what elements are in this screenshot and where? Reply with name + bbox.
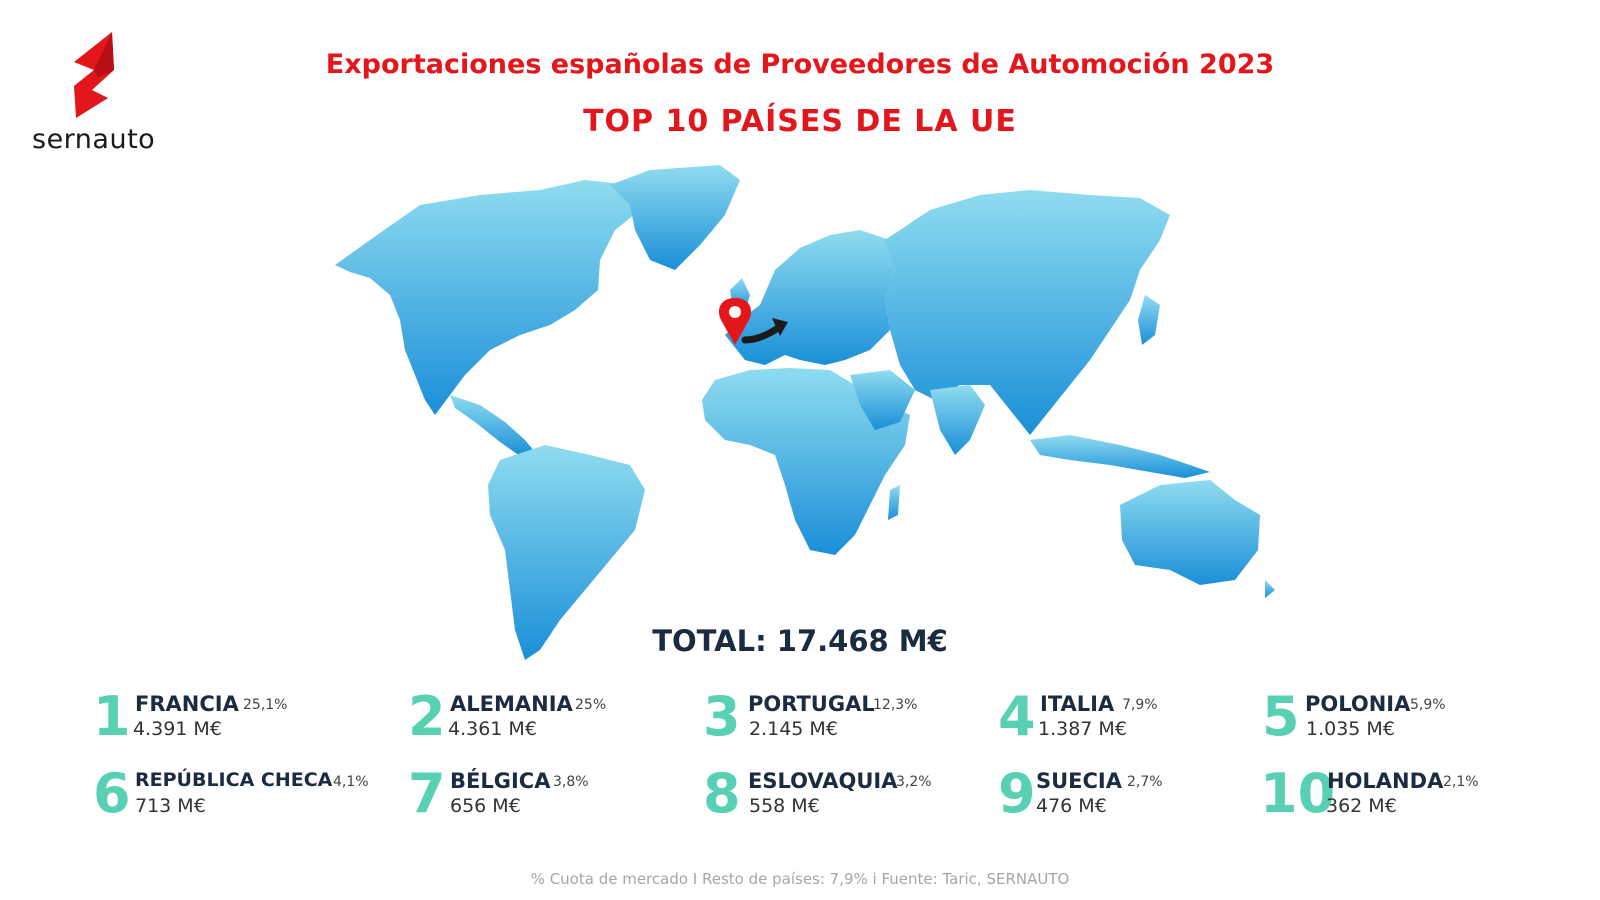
rank-number: 5: [1262, 685, 1300, 748]
location-pin-icon: [718, 298, 752, 345]
rank-number: 3: [703, 685, 741, 748]
rank-number: 2: [408, 685, 446, 748]
country-name: BÉLGICA: [450, 769, 551, 793]
country-name: ESLOVAQUIA: [748, 769, 898, 793]
export-value: 4.391 M€: [133, 718, 222, 740]
page-subtitle: TOP 10 PAÍSES DE LA UE: [583, 104, 1017, 139]
market-share: 3,8%: [553, 774, 589, 790]
continent-south-america: [488, 445, 645, 660]
continent-central-america: [450, 395, 535, 456]
page-title: Exportaciones españolas de Proveedores d…: [325, 49, 1275, 80]
continent-madagascar: [888, 485, 900, 520]
market-share: 12,3%: [873, 697, 918, 713]
world-map: [335, 165, 1275, 660]
rank-number: 8: [703, 762, 741, 825]
rank-number: 6: [93, 762, 131, 825]
export-value: 1.035 M€: [1306, 718, 1395, 740]
continent-india: [930, 385, 985, 455]
export-value: 2.145 M€: [749, 718, 838, 740]
country-name: REPÚBLICA CHECA: [135, 769, 333, 791]
curved-arrow-icon: [741, 318, 788, 344]
continent-asia: [885, 190, 1170, 435]
rank-number: 4: [998, 685, 1036, 748]
continent-arabia: [850, 370, 915, 430]
continent-greenland: [610, 165, 740, 270]
rank-number: 1: [93, 685, 131, 748]
continent-europe: [725, 230, 895, 365]
continent-australia: [1120, 480, 1260, 585]
market-share: 2,1%: [1443, 774, 1479, 790]
market-share: 3,2%: [896, 774, 932, 790]
export-value: 713 M€: [135, 795, 206, 817]
export-value: 1.387 M€: [1038, 718, 1127, 740]
country-name: HOLANDA: [1327, 769, 1444, 793]
rank-number: 7: [408, 762, 446, 825]
brand-name: sernauto: [32, 124, 156, 155]
market-share: 25%: [575, 697, 607, 713]
country-name: POLONIA: [1305, 692, 1411, 716]
continent-north-america: [335, 180, 640, 415]
export-value: 656 M€: [450, 795, 521, 817]
market-share: 7,9%: [1122, 697, 1158, 713]
country-name: ITALIA: [1040, 692, 1115, 716]
rank-number: 10: [1260, 762, 1336, 825]
rank-number: 9: [998, 762, 1036, 825]
market-share: 4,1%: [333, 774, 369, 790]
export-value: 362 M€: [1326, 795, 1397, 817]
market-share: 25,1%: [243, 697, 288, 713]
sernauto-s-logo-icon: [74, 32, 114, 118]
total-label: TOTAL: 17.468 M€: [652, 624, 948, 658]
country-name: SUECIA: [1036, 769, 1122, 793]
continent-africa: [702, 368, 910, 555]
country-name: FRANCIA: [135, 692, 239, 716]
market-share: 2,7%: [1127, 774, 1163, 790]
country-name: ALEMANIA: [450, 692, 573, 716]
export-value: 558 M€: [749, 795, 820, 817]
continent-se-asia: [1030, 435, 1210, 478]
source-note: % Cuota de mercado I Resto de países: 7,…: [530, 870, 1070, 888]
export-value: 476 M€: [1036, 795, 1107, 817]
export-value: 4.361 M€: [448, 718, 537, 740]
continent-new-zealand: [1265, 580, 1275, 598]
sernauto-logo: sernauto: [30, 30, 170, 160]
market-share: 5,9%: [1410, 697, 1446, 713]
country-name: PORTUGAL: [748, 692, 875, 716]
continent-japan: [1138, 295, 1160, 345]
